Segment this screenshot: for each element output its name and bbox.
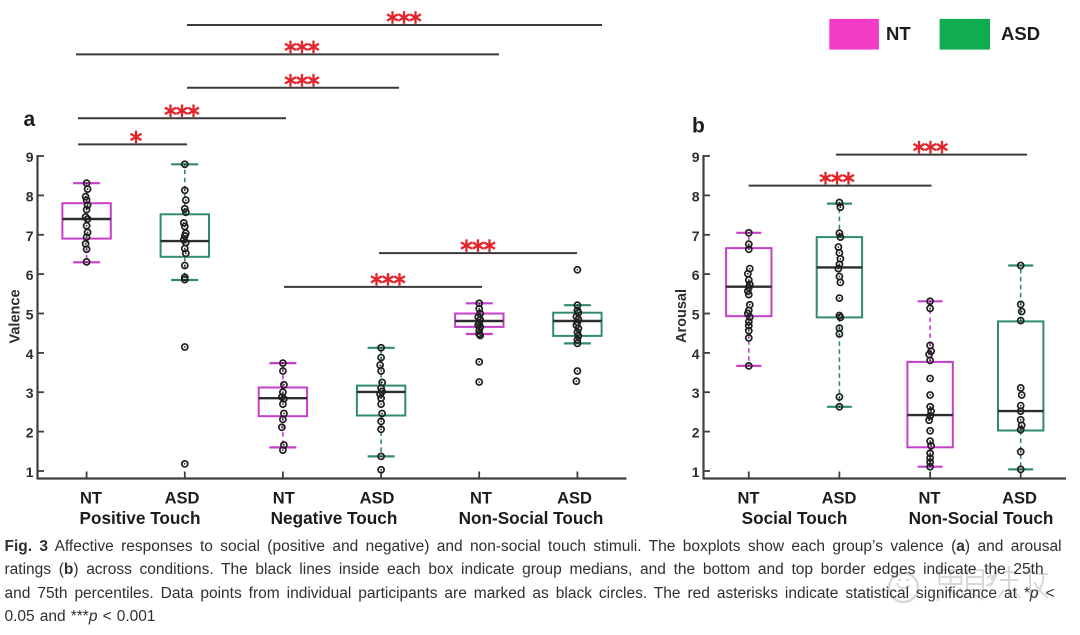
svg-text:b: b (692, 115, 705, 138)
svg-text:8: 8 (26, 188, 34, 204)
svg-text:9: 9 (692, 149, 700, 165)
svg-text:NT: NT (470, 490, 492, 508)
svg-text:Social Touch: Social Touch (742, 508, 848, 528)
svg-text:4: 4 (26, 346, 34, 362)
svg-text:7: 7 (26, 228, 34, 244)
svg-text:6: 6 (692, 267, 700, 283)
svg-text:ASD: ASD (1002, 490, 1037, 508)
svg-text:Negative Touch: Negative Touch (271, 508, 398, 528)
svg-text:Valence: Valence (8, 289, 24, 343)
svg-text:6: 6 (26, 267, 34, 283)
svg-text:ASD: ASD (1001, 23, 1040, 44)
svg-text:Non-Social Touch: Non-Social Touch (459, 508, 604, 528)
svg-text:Positive Touch: Positive Touch (80, 508, 201, 528)
svg-text:4: 4 (692, 346, 700, 362)
svg-text:NT: NT (80, 490, 102, 508)
svg-text:9: 9 (26, 149, 34, 165)
svg-text:7: 7 (692, 228, 700, 244)
svg-text:5: 5 (26, 307, 34, 323)
svg-text:3: 3 (26, 385, 34, 401)
svg-text:1: 1 (26, 464, 34, 480)
svg-text:NT: NT (273, 490, 295, 508)
svg-text:NT: NT (738, 490, 760, 508)
svg-text:2: 2 (692, 425, 700, 441)
svg-text:ASD: ASD (165, 490, 200, 508)
svg-text:ASD: ASD (360, 490, 395, 508)
svg-text:a: a (24, 108, 36, 131)
svg-text:NT: NT (919, 490, 941, 508)
svg-text:8: 8 (692, 188, 700, 204)
svg-text:1: 1 (692, 464, 700, 480)
svg-text:ASD: ASD (822, 490, 857, 508)
svg-text:Non-Social Touch: Non-Social Touch (909, 508, 1054, 528)
svg-text:2: 2 (26, 425, 34, 441)
svg-text:3: 3 (692, 385, 700, 401)
svg-text:ASD: ASD (557, 490, 592, 508)
svg-text:5: 5 (692, 307, 700, 323)
svg-text:NT: NT (886, 23, 911, 44)
svg-text:Arousal: Arousal (674, 289, 690, 343)
